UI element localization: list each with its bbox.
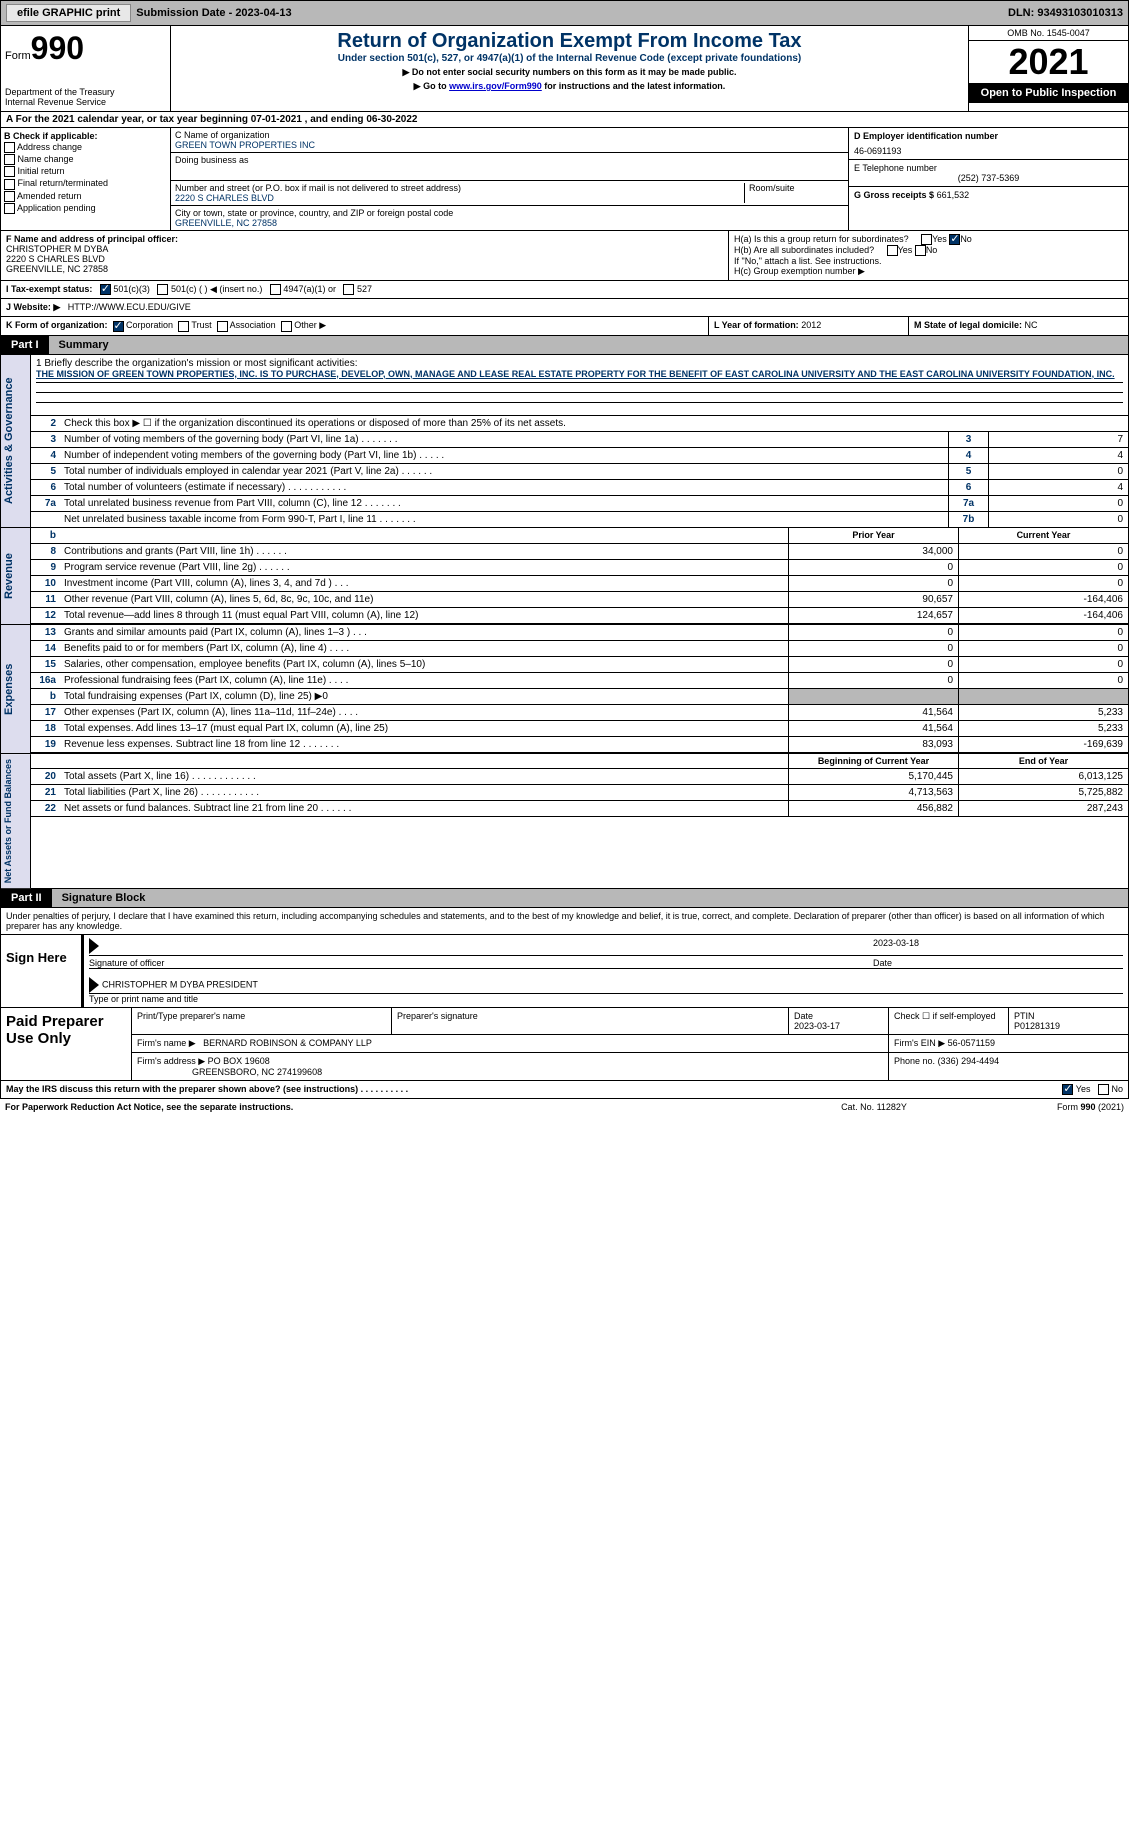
chk-pending[interactable]: Application pending — [4, 203, 167, 214]
chk-initial[interactable]: Initial return — [4, 166, 167, 177]
page-footer: For Paperwork Reduction Act Notice, see … — [0, 1099, 1129, 1115]
activities-governance: Activities & Governance 1 Briefly descri… — [0, 355, 1129, 528]
summary-line: bTotal fundraising expenses (Part IX, co… — [31, 689, 1128, 705]
chk-address[interactable]: Address change — [4, 142, 167, 153]
summary-line: 17Other expenses (Part IX, column (A), l… — [31, 705, 1128, 721]
open-to-public: Open to Public Inspection — [969, 83, 1128, 103]
irs-label: Internal Revenue Service — [5, 97, 166, 107]
efile-button[interactable]: efile GRAPHIC print — [6, 4, 131, 22]
summary-line: Net unrelated business taxable income fr… — [31, 512, 1128, 527]
summary-line: 19Revenue less expenses. Subtract line 1… — [31, 737, 1128, 753]
summary-line: 16aProfessional fundraising fees (Part I… — [31, 673, 1128, 689]
chk-final[interactable]: Final return/terminated — [4, 178, 167, 189]
summary-line: 22Net assets or fund balances. Subtract … — [31, 801, 1128, 817]
officer-signature: CHRISTOPHER M DYBA PRESIDENT — [102, 979, 258, 989]
summary-line: 8Contributions and grants (Part VIII, li… — [31, 544, 1128, 560]
form-label: Form — [5, 50, 31, 62]
dln: DLN: 93493103010313 — [1008, 7, 1123, 19]
form-of-org: K Form of organization: Corporation Trus… — [0, 317, 1129, 335]
summary-line: 11Other revenue (Part VIII, column (A), … — [31, 592, 1128, 608]
form-subtitle: Under section 501(c), 527, or 4947(a)(1)… — [175, 53, 964, 64]
website-row: J Website: ▶ HTTP://WWW.ECU.EDU/GIVE — [0, 299, 1129, 317]
summary-line: 10Investment income (Part VIII, column (… — [31, 576, 1128, 592]
note-ssn: ▶ Do not enter social security numbers o… — [175, 67, 964, 78]
org-address: 2220 S CHARLES BLVD — [175, 193, 744, 203]
section-d: D Employer identification number 46-0691… — [848, 128, 1128, 230]
summary-line: 15Salaries, other compensation, employee… — [31, 657, 1128, 673]
omb-number: OMB No. 1545-0047 — [969, 26, 1128, 41]
summary-line: 6Total number of volunteers (estimate if… — [31, 480, 1128, 496]
summary-line: 21Total liabilities (Part X, line 26) . … — [31, 785, 1128, 801]
topbar: efile GRAPHIC print Submission Date - 20… — [0, 0, 1129, 26]
chk-name[interactable]: Name change — [4, 154, 167, 165]
org-name: GREEN TOWN PROPERTIES INC — [175, 140, 844, 150]
summary-line: 13Grants and similar amounts paid (Part … — [31, 625, 1128, 641]
section-c: C Name of organization GREEN TOWN PROPER… — [171, 128, 848, 230]
summary-line: 5Total number of individuals employed in… — [31, 464, 1128, 480]
note-link: ▶ Go to www.irs.gov/Form990 for instruct… — [175, 81, 964, 92]
tax-exempt-status: I Tax-exempt status: 501(c)(3) 501(c) ( … — [0, 281, 1129, 299]
summary-line: 3Number of voting members of the governi… — [31, 432, 1128, 448]
form-header: Form990 Department of the Treasury Inter… — [0, 26, 1129, 112]
part-ii-header: Part II Signature Block — [0, 889, 1129, 908]
submission-date: Submission Date - 2023-04-13 — [136, 7, 1008, 19]
summary-line: 18Total expenses. Add lines 13–17 (must … — [31, 721, 1128, 737]
ein: 46-0691193 — [854, 146, 1123, 156]
org-city: GREENVILLE, NC 27858 — [175, 218, 844, 228]
summary-line: 7aTotal unrelated business revenue from … — [31, 496, 1128, 512]
firm-name: BERNARD ROBINSON & COMPANY LLP — [203, 1038, 372, 1048]
website: HTTP://WWW.ECU.EDU/GIVE — [68, 302, 191, 312]
form-ref: Form 990 (2021) — [974, 1102, 1124, 1112]
discuss-row: May the IRS discuss this return with the… — [0, 1081, 1129, 1099]
gross-receipts: 661,532 — [937, 190, 970, 200]
declaration: Under penalties of perjury, I declare th… — [0, 908, 1129, 935]
section-b: B Check if applicable: Address change Na… — [1, 128, 171, 230]
officer-group-info: F Name and address of principal officer:… — [0, 231, 1129, 281]
dept-treasury: Department of the Treasury — [5, 87, 166, 97]
telephone: (252) 737-5369 — [854, 173, 1123, 183]
summary-line: 9Program service revenue (Part VIII, lin… — [31, 560, 1128, 576]
irs-link[interactable]: www.irs.gov/Form990 — [449, 81, 542, 91]
expenses: Expenses 13Grants and similar amounts pa… — [0, 625, 1129, 754]
section-a: A For the 2021 calendar year, or tax yea… — [0, 112, 1129, 128]
chk-amended[interactable]: Amended return — [4, 191, 167, 202]
form-title: Return of Organization Exempt From Incom… — [175, 30, 964, 53]
mission: 1 Briefly describe the organization's mi… — [31, 355, 1128, 416]
summary-line: 14Benefits paid to or for members (Part … — [31, 641, 1128, 657]
tax-year: 2021 — [969, 41, 1128, 83]
entity-info: B Check if applicable: Address change Na… — [0, 128, 1129, 231]
sign-here: Sign Here 2023-03-18 Signature of office… — [0, 935, 1129, 1008]
summary-line: 4Number of independent voting members of… — [31, 448, 1128, 464]
officer-name: CHRISTOPHER M DYBA — [6, 244, 108, 254]
part-i-header: Part I Summary — [0, 336, 1129, 355]
form-number: 990 — [31, 30, 84, 66]
revenue: Revenue bPrior YearCurrent Year 8Contrib… — [0, 528, 1129, 625]
summary-line: 12Total revenue—add lines 8 through 11 (… — [31, 608, 1128, 624]
summary-line: 20Total assets (Part X, line 16) . . . .… — [31, 769, 1128, 785]
paid-preparer: Paid Preparer Use Only Print/Type prepar… — [0, 1008, 1129, 1081]
net-assets: Net Assets or Fund Balances Beginning of… — [0, 754, 1129, 889]
